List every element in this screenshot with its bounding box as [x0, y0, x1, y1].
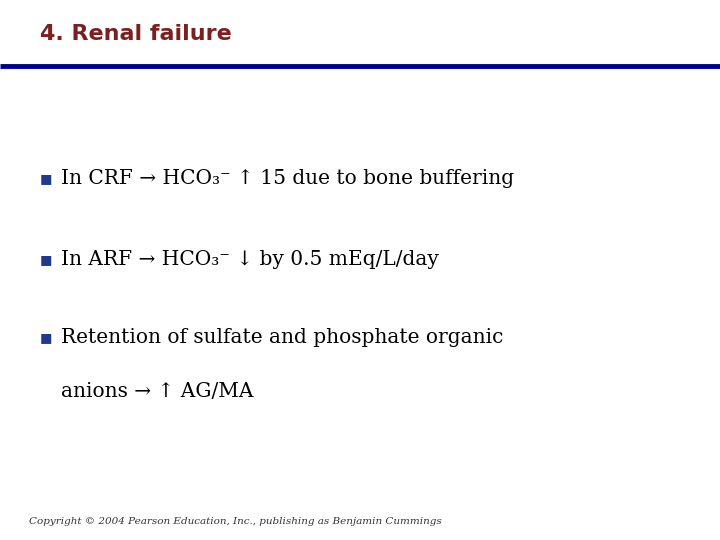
Text: ■: ■	[40, 253, 52, 266]
Text: In CRF → HCO₃⁻ ↑ 15 due to bone buffering: In CRF → HCO₃⁻ ↑ 15 due to bone bufferin…	[61, 168, 514, 188]
Text: ■: ■	[40, 331, 52, 344]
Text: anions → ↑ AG/MA: anions → ↑ AG/MA	[61, 382, 253, 401]
Text: Copyright © 2004 Pearson Education, Inc., publishing as Benjamin Cummings: Copyright © 2004 Pearson Education, Inc.…	[29, 517, 441, 526]
Text: Retention of sulfate and phosphate organic: Retention of sulfate and phosphate organ…	[61, 328, 503, 347]
Text: ■: ■	[40, 172, 52, 185]
Text: In ARF → HCO₃⁻ ↓ by 0.5 mEq/L/day: In ARF → HCO₃⁻ ↓ by 0.5 mEq/L/day	[61, 249, 439, 269]
Text: 4. Renal failure: 4. Renal failure	[40, 24, 231, 44]
